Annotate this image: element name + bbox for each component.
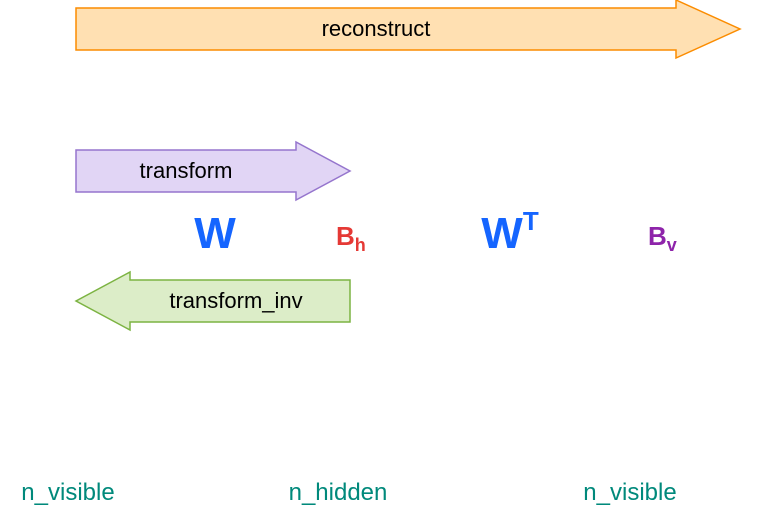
- caption-right: n_visible: [583, 479, 676, 506]
- caption-center: n_hidden: [289, 479, 388, 506]
- matrix-W-transpose: WT: [481, 206, 539, 258]
- caption-left: n_visible: [21, 479, 114, 506]
- transform-label: transform: [140, 158, 233, 183]
- reconstruct-label: reconstruct: [322, 16, 431, 41]
- matrix-W: W: [194, 209, 236, 258]
- bias-visible: Bv: [648, 221, 677, 255]
- bias-hidden: Bh: [336, 221, 366, 255]
- transform_inv-label: transform_inv: [169, 288, 302, 313]
